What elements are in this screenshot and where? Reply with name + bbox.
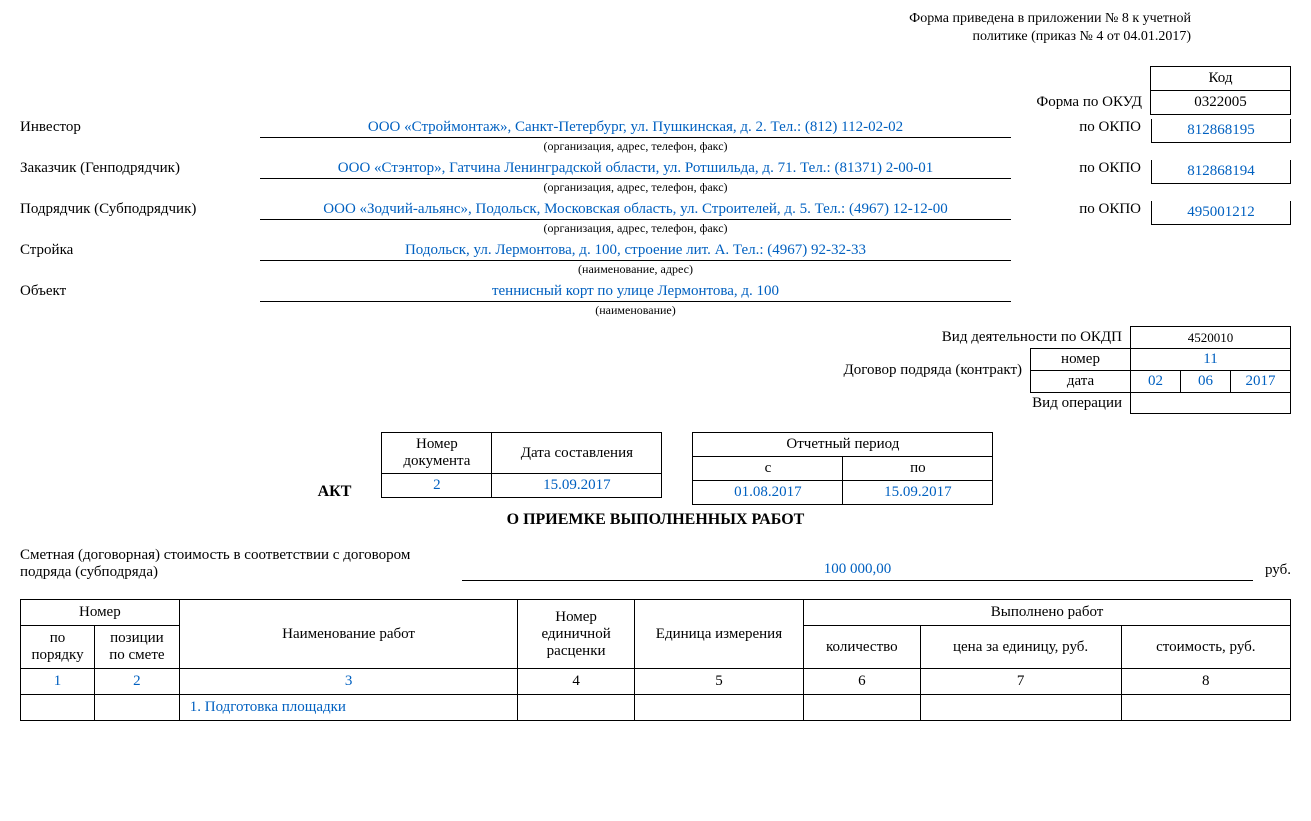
report-period-table: Отчетный период с по 01.08.2017 15.09.20…	[692, 432, 993, 505]
contract-number-value: 11	[1131, 348, 1291, 370]
akt-label: АКТ	[318, 483, 352, 505]
colnum-1: 1	[21, 669, 95, 695]
investor-okpo-value: 812868195	[1151, 119, 1291, 143]
object-label: Объект	[20, 283, 260, 300]
investor-okpo-label: по ОКПО	[1031, 119, 1151, 136]
contractor-row: Подрядчик (Субподрядчик) ООО «Зодчий-аль…	[20, 201, 1291, 240]
doc-date-header: Дата составления	[492, 433, 662, 474]
hdr-po-smete: позиции по смете	[95, 626, 180, 669]
contract-number-label: номер	[1031, 348, 1131, 370]
investor-row: Инвестор ООО «Строймонтаж», Санкт-Петерб…	[20, 119, 1291, 158]
document-header: АКТ Номер документа Дата составления 2 1…	[20, 432, 1291, 505]
colnum-4: 4	[518, 669, 634, 695]
okud-value: 0322005	[1151, 91, 1291, 115]
colnum-6: 6	[804, 669, 920, 695]
okud-label: Форма по ОКУД	[1028, 91, 1150, 115]
colnum-5: 5	[634, 669, 803, 695]
operation-type-label: Вид операции	[836, 392, 1131, 414]
contractor-sublabel: (организация, адрес, телефон, факс)	[260, 221, 1011, 236]
site-sublabel: (наименование, адрес)	[260, 262, 1011, 277]
object-sublabel: (наименование)	[260, 303, 1011, 318]
hdr-po-poryadku: по порядку	[21, 626, 95, 669]
colnum-7: 7	[920, 669, 1121, 695]
hdr-unit: Единица измерения	[634, 600, 803, 669]
contractor-okpo-value: 495001212	[1151, 201, 1291, 225]
doc-number-date-table: Номер документа Дата составления 2 15.09…	[381, 432, 662, 498]
hdr-cost: стоимость, руб.	[1121, 626, 1290, 669]
period-to-value: 15.09.2017	[843, 481, 993, 505]
section-1-name: 1. Подготовка площадки	[179, 695, 518, 721]
hdr-price: цена за единицу, руб.	[920, 626, 1121, 669]
hdr-qty: количество	[804, 626, 920, 669]
doc-num-header: Номер документа	[382, 433, 492, 474]
contract-cost-rub: руб.	[1265, 562, 1291, 581]
colnum-8: 8	[1121, 669, 1290, 695]
contract-date-year: 2017	[1231, 370, 1291, 392]
hdr-name: Наименование работ	[179, 600, 518, 669]
activity-contract-block: Вид деятельности по ОКДП 4520010 Договор…	[20, 326, 1291, 414]
site-label: Стройка	[20, 242, 260, 259]
contract-cost-row: Сметная (договорная) стоимость в соответ…	[20, 547, 1291, 581]
contract-block-label: Договор подряда (контракт)	[836, 348, 1031, 392]
form-ref-line1: Форма приведена в приложении № 8 к учетн…	[909, 11, 1191, 26]
site-row: Стройка Подольск, ул. Лермонтова, д. 100…	[20, 242, 1291, 281]
form-reference-note: Форма приведена в приложении № 8 к учетн…	[20, 10, 1291, 46]
customer-okpo-value: 812868194	[1151, 160, 1291, 184]
customer-row: Заказчик (Генподрядчик) ООО «Стэнтор», Г…	[20, 160, 1291, 199]
form-ref-line2: политике (приказ № 4 от 04.01.2017)	[973, 29, 1192, 44]
investor-sublabel: (организация, адрес, телефон, факс)	[260, 139, 1011, 154]
contractor-label: Подрядчик (Субподрядчик)	[20, 201, 260, 218]
contract-date-day: 02	[1131, 370, 1181, 392]
colnum-3: 3	[179, 669, 518, 695]
site-value: Подольск, ул. Лермонтова, д. 100, строен…	[260, 242, 1011, 261]
object-row: Объект теннисный корт по улице Лермонтов…	[20, 283, 1291, 322]
contractor-okpo-label: по ОКПО	[1031, 201, 1151, 218]
customer-okpo-label: по ОКПО	[1031, 160, 1151, 177]
operation-type-value	[1131, 392, 1291, 414]
code-header: Код	[1151, 67, 1291, 91]
customer-value: ООО «Стэнтор», Гатчина Ленинградской обл…	[260, 160, 1011, 179]
works-table: Номер Наименование работ Номер единичной…	[20, 599, 1291, 721]
okdp-value: 4520010	[1131, 327, 1291, 349]
doc-date-value: 15.09.2017	[492, 474, 662, 498]
hdr-done: Выполнено работ	[804, 600, 1291, 626]
contract-date-label: дата	[1031, 370, 1131, 392]
doc-num-value: 2	[382, 474, 492, 498]
okdp-label: Вид деятельности по ОКДП	[836, 327, 1131, 349]
customer-label: Заказчик (Генподрядчик)	[20, 160, 260, 177]
hdr-unit-num: Номер единичной расценки	[518, 600, 634, 669]
contract-date-month: 06	[1181, 370, 1231, 392]
contract-cost-label: Сметная (договорная) стоимость в соответ…	[20, 547, 450, 581]
investor-label: Инвестор	[20, 119, 260, 136]
period-from-header: с	[693, 457, 843, 481]
period-header: Отчетный период	[693, 433, 993, 457]
colnum-2: 2	[95, 669, 180, 695]
hdr-number: Номер	[21, 600, 180, 626]
object-value: теннисный корт по улице Лермонтова, д. 1…	[260, 283, 1011, 302]
contractor-value: ООО «Зодчий-альянс», Подольск, Московска…	[260, 201, 1011, 220]
period-from-value: 01.08.2017	[693, 481, 843, 505]
period-to-header: по	[843, 457, 993, 481]
table-row: 1. Подготовка площадки	[21, 695, 1291, 721]
code-block: Код Форма по ОКУД 0322005	[1028, 66, 1291, 115]
document-title: О ПРИЕМКЕ ВЫПОЛНЕННЫХ РАБОТ	[20, 511, 1291, 529]
customer-sublabel: (организация, адрес, телефон, факс)	[260, 180, 1011, 195]
contract-cost-value: 100 000,00	[462, 561, 1253, 581]
investor-value: ООО «Строймонтаж», Санкт-Петербург, ул. …	[260, 119, 1011, 138]
